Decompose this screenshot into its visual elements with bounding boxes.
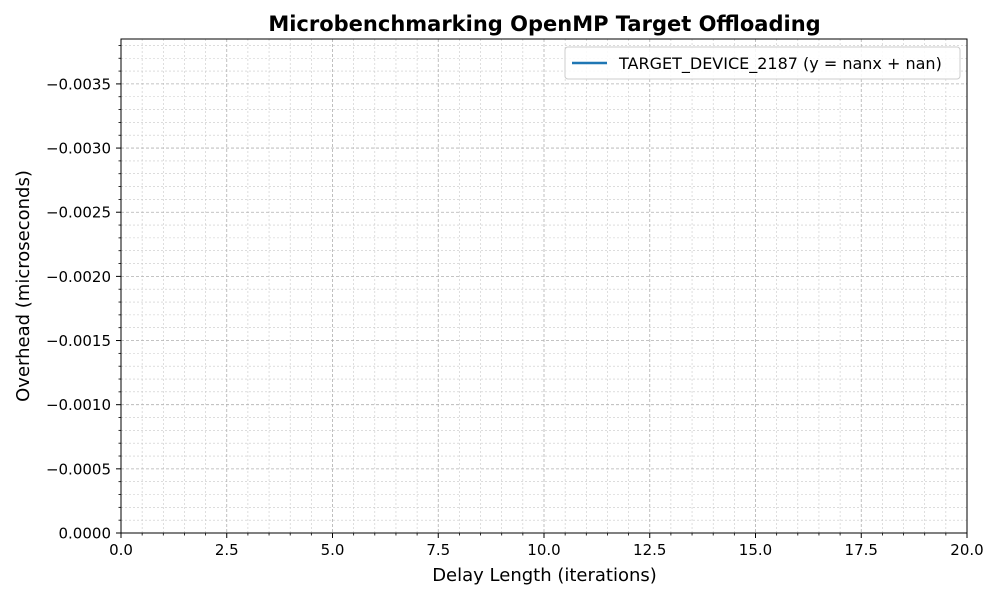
y-axis-label: Overhead (microseconds) [13,170,34,402]
chart-title: Microbenchmarking OpenMP Target Offloadi… [268,12,820,36]
x-tick-label: 12.5 [633,541,666,559]
x-tick-label: 15.0 [739,541,772,559]
x-tick-labels: 0.0 2.5 5.0 7.5 10.0 12.5 15.0 17.5 20.0 [109,541,984,559]
x-tick-label: 5.0 [321,541,345,559]
axis-ticks [116,45,968,538]
y-tick-label: −0.0035 [46,75,111,93]
y-tick-label: −0.0010 [46,396,111,414]
major-grid [120,39,968,534]
y-tick-label: −0.0015 [46,332,111,350]
minor-grid [121,39,967,533]
legend-label: TARGET_DEVICE_2187 (y = nanx + nan) [618,54,942,74]
x-tick-label: 17.5 [845,541,878,559]
x-tick-label: 2.5 [215,541,239,559]
x-tick-label: 7.5 [426,541,450,559]
legend-box [564,46,961,80]
y-tick-label: −0.0020 [46,268,111,286]
x-tick-label: 0.0 [109,541,133,559]
y-tick-label: −0.0005 [46,460,111,478]
x-tick-label: 20.0 [950,541,983,559]
y-tick-label: 0.0000 [59,525,112,543]
y-tick-label: −0.0025 [46,204,111,222]
x-axis-label: Delay Length (iterations) [432,565,657,586]
y-tick-label: −0.0030 [46,140,111,158]
y-tick-labels: 0.0000 −0.0005 −0.0010 −0.0015 −0.0020 −0.002… [46,75,111,542]
x-tick-label: 10.0 [527,541,560,559]
legend: TARGET_DEVICE_2187 (y = nanx + nan) [564,46,961,80]
